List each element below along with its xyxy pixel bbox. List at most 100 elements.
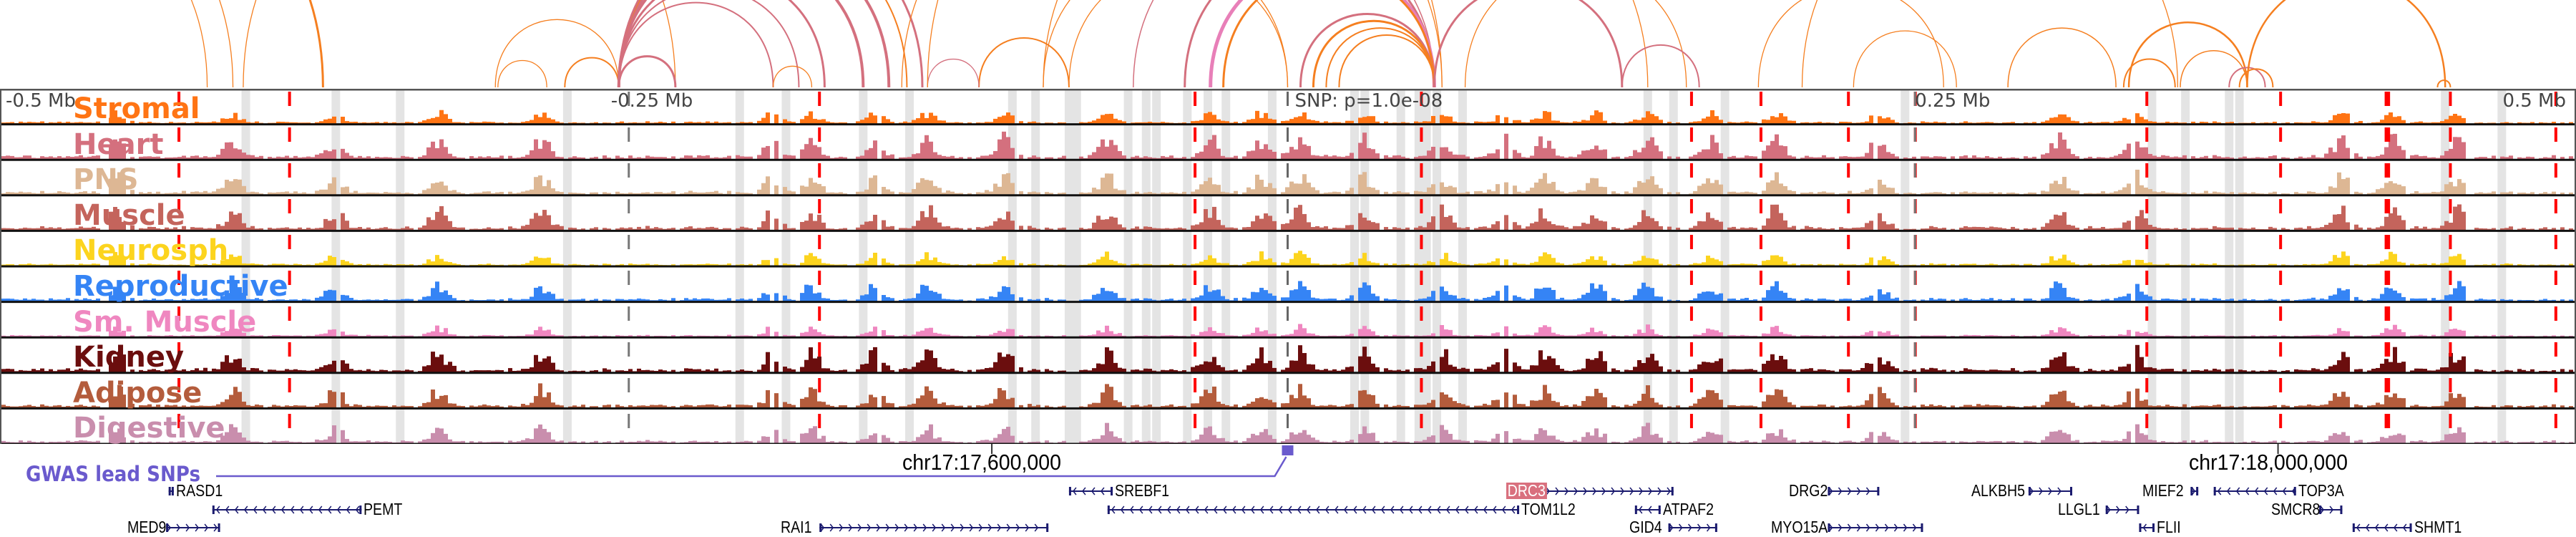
signal-bar <box>160 299 165 301</box>
signal-bar <box>821 186 826 195</box>
signal-bar <box>1895 297 1899 301</box>
signal-bar <box>268 156 272 160</box>
signal-bar <box>1886 187 1890 195</box>
signal-bar <box>2316 264 2320 266</box>
signal-bar <box>1787 120 1792 124</box>
signal-bar <box>1487 367 1491 372</box>
loop-arc <box>1043 0 1443 88</box>
signal-bar <box>590 299 594 301</box>
signal-bar <box>1547 326 1551 337</box>
signal-bar <box>1350 225 1354 231</box>
signal-bar <box>1732 226 1736 231</box>
signal-bar <box>1981 299 1985 301</box>
signal-bar <box>980 335 985 337</box>
signal-bar <box>2294 228 2298 231</box>
signal-bar <box>1491 261 1496 266</box>
signal-bar <box>663 193 667 195</box>
signal-bar <box>1976 157 1981 160</box>
signal-bar <box>2479 369 2483 372</box>
signal-bar <box>1564 299 1568 301</box>
signal-bar <box>1294 117 1298 124</box>
signal-bar <box>2410 335 2414 337</box>
signal-bar <box>1710 110 1714 124</box>
signal-bar <box>886 365 890 372</box>
signal-bar <box>2058 132 2062 160</box>
signal-bar <box>44 264 49 266</box>
signal-bar <box>311 406 315 408</box>
signal-bar <box>723 228 727 231</box>
signal-bar <box>1740 263 1745 266</box>
signal-bar <box>165 158 169 160</box>
signal-bar <box>1225 121 1229 124</box>
signal-bar <box>2371 298 2376 301</box>
signal-bar <box>1375 153 1380 160</box>
signal-bar <box>1775 134 1779 160</box>
signal-bar <box>2221 300 2225 301</box>
loop-arc <box>1801 0 2179 88</box>
signal-bar <box>139 405 143 408</box>
signal-bar <box>268 228 272 231</box>
signal-bar <box>843 369 847 372</box>
loop-arc <box>1068 0 1289 88</box>
signal-bar <box>723 193 727 195</box>
signal-bar <box>1212 206 1216 231</box>
signal-bar <box>706 441 710 443</box>
signal-bar <box>345 121 349 124</box>
signal-bar <box>2298 156 2303 160</box>
signal-bar <box>306 156 311 160</box>
signal-bar <box>517 299 521 301</box>
signal-bar <box>1092 152 1096 160</box>
signal-bar <box>933 115 937 124</box>
signal-bar <box>761 260 766 266</box>
signal-bar <box>1538 208 1543 231</box>
signal-bar <box>2504 157 2509 160</box>
signal-bar <box>1581 294 1586 301</box>
signal-bar <box>2401 262 2406 266</box>
signal-bar <box>654 122 658 124</box>
signal-bar <box>1448 116 1453 124</box>
signal-bar <box>1049 228 1053 231</box>
signal-bar <box>2539 371 2543 372</box>
signal-bar <box>1118 367 1122 372</box>
signal-bar <box>1521 193 1526 195</box>
signal-bar <box>353 157 358 160</box>
signal-bar <box>2101 122 2105 124</box>
signal-bar <box>461 193 465 195</box>
signal-bar <box>448 262 452 266</box>
signal-bar <box>2384 259 2389 266</box>
signal-bar <box>1659 334 1663 337</box>
signal-bar <box>280 263 285 266</box>
signal-bar <box>1818 369 1822 372</box>
signal-bar <box>319 262 323 266</box>
signal-bar <box>1478 190 1483 195</box>
signal-bar <box>1848 228 1852 231</box>
signal-bar <box>615 122 620 124</box>
signal-bar <box>2071 402 2075 408</box>
signal-bar <box>2075 405 2079 408</box>
signal-bar <box>1002 357 1006 372</box>
signal-bar <box>684 298 688 301</box>
signal-bar <box>289 158 293 160</box>
signal-bar <box>1749 156 1753 160</box>
signal-bar <box>1650 218 1654 231</box>
signal-bar <box>1199 332 1204 337</box>
signal-bar <box>1423 335 1427 337</box>
signal-bar <box>809 347 813 372</box>
signal-bar <box>293 369 298 372</box>
signal-bar <box>2255 406 2260 408</box>
signal-bar <box>594 227 598 231</box>
signal-bar <box>1332 227 1337 231</box>
signal-bar <box>1826 193 1830 195</box>
signal-bar <box>401 155 405 160</box>
signal-bar <box>1440 147 1444 160</box>
signal-bar <box>1878 289 1882 301</box>
signal-bar <box>1212 258 1216 266</box>
signal-bar <box>1423 192 1427 195</box>
signal-bar <box>1963 121 1968 124</box>
signal-bar <box>1234 404 1238 408</box>
signal-bar <box>1860 264 1865 266</box>
signal-bar <box>809 428 813 443</box>
signal-bar <box>1573 191 1577 195</box>
signal-bar <box>388 157 392 160</box>
signal-bar <box>830 405 834 408</box>
